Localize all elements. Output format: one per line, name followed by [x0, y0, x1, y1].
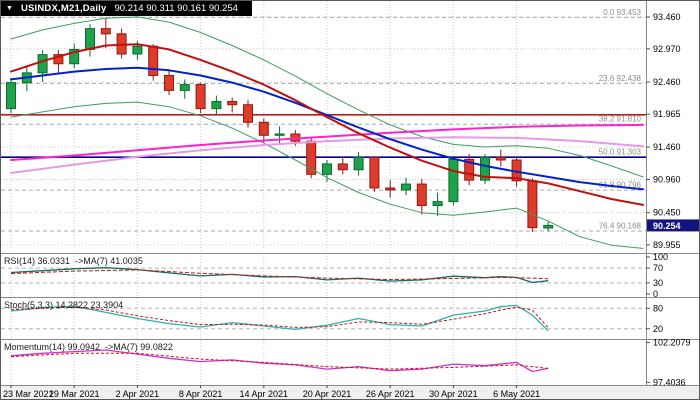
overlay-ma-blue	[10, 66, 644, 191]
time-axis-label: 29 Mar 2021	[49, 389, 100, 399]
time-axis-label: 26 Apr 2021	[366, 389, 415, 399]
candle	[179, 79, 190, 99]
price-axis-label: 91.460	[653, 142, 681, 152]
stoch-d-line	[10, 306, 549, 329]
candle	[306, 137, 317, 179]
time-axis-label: 2 Apr 2021	[116, 389, 160, 399]
stoch-scale-label: 80	[653, 303, 663, 313]
rsi-scale-label: 70	[653, 263, 663, 273]
time-axis-label: 8 Apr 2021	[179, 389, 223, 399]
grid	[1, 1, 646, 385]
fib-label: 76.4 90.168	[599, 222, 642, 231]
stoch-scale-label: 20	[653, 324, 663, 334]
candle	[448, 156, 459, 206]
momentum-scale-label: 102.2079	[653, 337, 691, 347]
price-axis-label: 92.460	[653, 77, 681, 87]
rsi-scale-label: 30	[653, 278, 663, 288]
candle	[480, 154, 490, 185]
time-axis-label: 23 Mar 2021	[3, 389, 54, 399]
candle	[527, 178, 538, 233]
fib-label: 61.8 90.796	[599, 181, 642, 190]
momentum-main-line	[10, 349, 549, 373]
fibonacci-retracement: 0.0 93.453 23.6 92.438 38.2 91.810 50.0 91.…	[1, 8, 646, 232]
price-axis-label: 91.965	[653, 109, 681, 119]
candle	[227, 97, 238, 113]
candle	[322, 160, 332, 183]
time-axis-strip	[1, 385, 699, 399]
candle	[464, 154, 475, 186]
time-axis-label: 14 Apr 2021	[240, 389, 289, 399]
price-axis-label: 90.450	[653, 208, 681, 218]
candle	[353, 152, 364, 176]
overlay-ma-red	[10, 43, 644, 206]
fib-label: 23.6 92.438	[599, 74, 642, 83]
pane-separators	[1, 1, 699, 386]
price-axis-label: 93.460	[653, 12, 681, 22]
price-axis-label: 90.960	[653, 175, 681, 185]
candle	[243, 100, 253, 128]
chart-title-bar[interactable]: ▼ USINDX,M21,Daily 90.214 90.311 90.161 …	[1, 1, 252, 16]
candle	[432, 192, 443, 216]
candle	[401, 177, 411, 196]
price-axis-label: 92.970	[653, 44, 681, 54]
rsi-indicator-label: RSI(14) 36.0331 ->MA(7) 41.0035	[4, 256, 143, 266]
candle	[385, 180, 396, 198]
candle	[164, 69, 174, 95]
candle	[53, 50, 64, 73]
momentum-indicator-label: Momentum(14) 99.0942 ->MA(7) 99.0822	[4, 342, 173, 352]
candle	[148, 44, 159, 81]
fib-label: 50.0 91.303	[599, 148, 642, 157]
overlay-ma-magenta	[10, 123, 644, 161]
rsi-main-line	[10, 267, 549, 284]
candle	[6, 78, 16, 114]
overlay-bollinger-upper	[10, 16, 644, 178]
time-axis-label: 6 May 2021	[493, 389, 540, 399]
price-axis-label: 89.955	[653, 240, 681, 250]
candle	[337, 156, 348, 175]
rsi-scale-label: 0	[653, 289, 658, 299]
chart-ohlc-values: 90.214 90.311 90.161 90.254	[114, 2, 238, 14]
rsi-scale-label: 100	[653, 252, 668, 262]
fib-label: 38.2 91.810	[599, 115, 642, 124]
candle	[69, 43, 80, 69]
current-price-badge	[647, 219, 699, 232]
rsi-signal-line	[10, 269, 549, 281]
candle	[543, 221, 554, 232]
time-axis-label: 20 Apr 2021	[303, 389, 352, 399]
chart-symbol-label: USINDX,M21,Daily	[20, 2, 107, 14]
candle	[211, 95, 222, 116]
time-axis-label: 30 Apr 2021	[429, 389, 478, 399]
price-axis[interactable]: 93.460 92.970 92.460 91.965 91.460 90.960 90.4…	[646, 12, 700, 387]
overlay-ma-violet	[10, 136, 644, 174]
momentum-scale-label: 97.4036	[653, 377, 686, 387]
momentum-signal-line	[10, 352, 549, 370]
candle	[116, 28, 127, 59]
candle	[495, 149, 506, 167]
current-price-label: 90.254	[653, 221, 681, 231]
candle	[369, 156, 380, 192]
candle	[100, 17, 111, 49]
stoch-indicator-label: Stoch(5,3,3) 14.2822 23.3904	[4, 300, 124, 310]
fib-label: 0.0 93.453	[603, 8, 641, 17]
chart-dropdown-icon[interactable]: ▼	[6, 4, 13, 12]
candle	[274, 126, 285, 146]
candle	[37, 50, 48, 82]
candle	[416, 178, 427, 215]
overlay-bollinger-lower	[10, 101, 644, 249]
candle	[85, 24, 95, 57]
candle	[195, 82, 206, 114]
candle	[258, 118, 269, 143]
